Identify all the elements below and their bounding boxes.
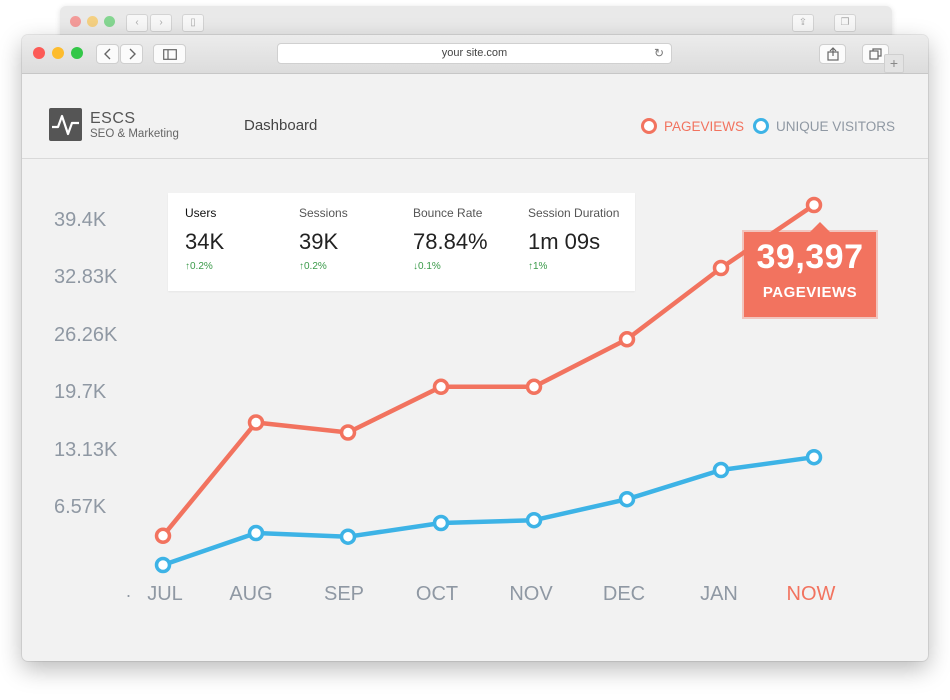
sidebar-icon: ▯ (182, 14, 204, 32)
browser-window: your site.com ↻ ESCS SEO & Marketing Das… (22, 35, 928, 661)
unique-visitorsdata-point[interactable] (618, 490, 636, 508)
chevron-left-icon: ‹ (126, 14, 148, 32)
pageviewsdata-point[interactable] (432, 378, 450, 396)
stat-change: ↑0.2% (185, 261, 213, 272)
stats-summary-card: Users 34K ↑0.2% Sessions 39K ↑0.2% Bounc… (168, 193, 635, 291)
pageviewsdata-point[interactable] (618, 331, 636, 348)
y-tick-label: 26.26K (54, 324, 118, 346)
stat-label: Session Duration (528, 206, 620, 220)
address-bar-text: your site.com (441, 47, 508, 59)
window-controls (33, 47, 83, 59)
x-tick-label-now: NOW (786, 583, 836, 605)
pageviewsdata-point[interactable] (154, 527, 172, 545)
tabs-icon (869, 48, 882, 60)
sidebar-toggle-button[interactable] (153, 44, 186, 64)
x-axis-origin-marker: . (126, 581, 132, 601)
pageviewsdata-point[interactable] (339, 424, 357, 441)
chevron-left-icon (103, 48, 110, 60)
unique-visitorsdata-point[interactable] (247, 524, 265, 542)
y-tick-label: 32.83K (54, 266, 118, 288)
line-chart (154, 196, 823, 574)
brand-name: ESCS (90, 110, 136, 127)
unique-visitorsdata-point[interactable] (432, 514, 450, 532)
share-button[interactable] (819, 44, 846, 64)
y-tick-label: 6.57K (54, 496, 107, 518)
pageviewsdata-point[interactable] (712, 259, 730, 277)
stat-value: 78.84% (413, 229, 488, 254)
share-icon: ⇪ (792, 14, 814, 32)
legend-pageviews[interactable]: PAGEVIEWS (641, 118, 744, 134)
stat-session-duration[interactable]: Session Duration 1m 09s ↑1% (528, 206, 619, 272)
x-tick-label: DEC (602, 583, 646, 605)
x-tick-label: SEP (323, 583, 365, 605)
new-tab-button[interactable]: + (884, 54, 904, 73)
y-tick-label: 19.7K (54, 381, 107, 403)
callout-label: PAGEVIEWS (762, 284, 858, 301)
x-tick-label: NOV (509, 583, 553, 605)
maximize-window-button[interactable] (71, 47, 83, 59)
unique-visitorsdata-point[interactable] (154, 556, 172, 574)
chevron-right-icon: › (150, 14, 172, 32)
stat-change: ↓0.1% (413, 261, 441, 272)
stat-users[interactable]: Users 34K ↑0.2% (185, 206, 224, 272)
unique-visitorsdata-point[interactable] (805, 448, 823, 466)
pageviewsseries-line (161, 203, 816, 538)
back-button[interactable] (96, 44, 119, 64)
y-tick-label: 39.4K (54, 209, 107, 231)
stat-change: ↑0.2% (299, 261, 327, 272)
address-bar[interactable]: your site.com ↻ (277, 43, 672, 64)
callout-value: 39,397 (756, 238, 864, 276)
legend-pageviews-label: PAGEVIEWS (664, 118, 745, 134)
stat-value: 1m 09s (528, 229, 601, 254)
stat-value: 39K (299, 229, 339, 254)
stat-sessions[interactable]: Sessions 39K ↑0.2% (299, 206, 348, 272)
browser-titlebar: your site.com ↻ (22, 35, 928, 74)
y-tick-label: 13.13K (54, 439, 118, 461)
nav-dashboard[interactable]: Dashboard (244, 117, 318, 134)
header-divider (22, 158, 928, 159)
pageviewsdata-point[interactable] (247, 414, 265, 431)
stat-value: 34K (185, 229, 225, 254)
stat-change: ↑1% (528, 261, 548, 272)
pageviewsdata-point[interactable] (525, 378, 543, 396)
stat-bounce-rate[interactable]: Bounce Rate 78.84% ↓0.1% (413, 206, 488, 272)
pageviews-legend-icon (641, 118, 657, 134)
tabs-overview-button[interactable] (862, 44, 889, 64)
legend-unique-visitors[interactable]: UNIQUE VISITORS (753, 118, 895, 134)
legend-visitors-label: UNIQUE VISITORS (776, 118, 896, 134)
stat-label: Users (185, 206, 217, 220)
reload-icon[interactable]: ↻ (653, 46, 664, 60)
brand-logo (49, 108, 82, 141)
forward-button[interactable] (120, 44, 143, 64)
x-tick-label: OCT (415, 583, 459, 605)
background-window-controls (70, 16, 115, 27)
sidebar-icon (162, 48, 177, 60)
unique-visitorsdata-point[interactable] (339, 528, 357, 545)
pageviewsdata-point[interactable] (805, 196, 823, 214)
x-tick-label: JUL (147, 583, 183, 605)
pageviews-callout: 39,397 PAGEVIEWS (744, 222, 876, 317)
unique-visitorsseries-line (162, 454, 815, 568)
pulse-icon (52, 114, 79, 136)
chevron-right-icon (129, 48, 136, 60)
visitors-legend-icon (753, 118, 769, 134)
x-tick-label: AUG (229, 583, 273, 605)
share-icon (826, 47, 839, 61)
x-tick-label: JAN (700, 583, 738, 605)
stat-label: Bounce Rate (413, 206, 483, 220)
unique-visitorsdata-point[interactable] (525, 511, 543, 529)
close-window-button[interactable] (33, 47, 45, 59)
brand-tagline: SEO & Marketing (90, 128, 179, 140)
minimize-window-button[interactable] (52, 47, 64, 59)
unique-visitorsdata-point[interactable] (712, 461, 730, 479)
stat-label: Sessions (299, 206, 348, 220)
tabs-icon: ❐ (834, 14, 856, 32)
